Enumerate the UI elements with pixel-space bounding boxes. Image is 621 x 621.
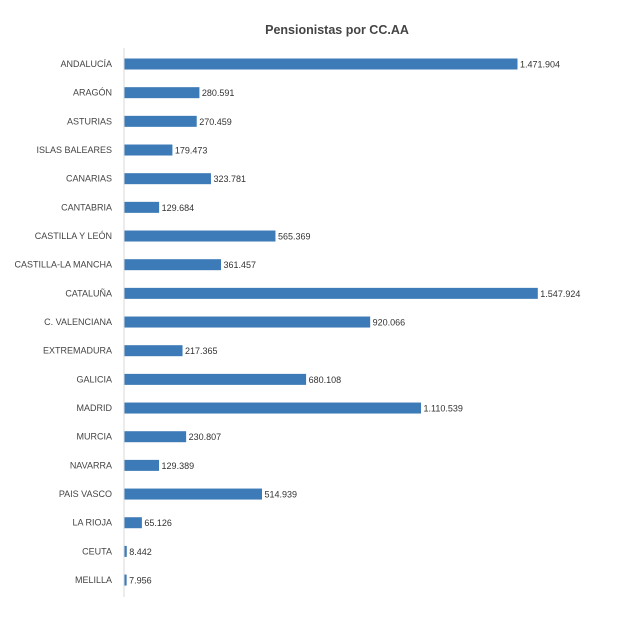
bar bbox=[124, 173, 211, 185]
data-label: 280.591 bbox=[202, 88, 235, 98]
category-label: MADRID bbox=[77, 403, 113, 413]
category-label: NAVARRA bbox=[70, 460, 112, 470]
bar bbox=[124, 545, 127, 557]
category-label: PAIS VASCO bbox=[59, 489, 112, 499]
data-label: 514.939 bbox=[264, 490, 297, 500]
data-label: 7.956 bbox=[129, 576, 152, 586]
data-label: 129.389 bbox=[162, 461, 195, 471]
data-label: 65.126 bbox=[144, 518, 172, 528]
data-label: 361.457 bbox=[224, 260, 257, 270]
data-label: 270.459 bbox=[199, 117, 232, 127]
data-label: 323.781 bbox=[213, 174, 246, 184]
bar bbox=[124, 373, 307, 385]
data-label: 179.473 bbox=[175, 146, 208, 156]
bar bbox=[124, 259, 222, 271]
bar bbox=[124, 402, 422, 414]
category-label: LA RIOJA bbox=[72, 518, 112, 528]
bar bbox=[124, 345, 183, 357]
category-label: CANARIAS bbox=[66, 174, 112, 184]
category-label: EXTREMADURA bbox=[43, 346, 112, 356]
bar bbox=[124, 58, 518, 70]
bar bbox=[124, 115, 197, 127]
category-label: CANTABRIA bbox=[61, 202, 112, 212]
data-label: 920.066 bbox=[373, 318, 406, 328]
data-label: 129.684 bbox=[162, 203, 195, 213]
data-label: 217.365 bbox=[185, 346, 218, 356]
category-label: CASTILLA-LA MANCHA bbox=[14, 260, 112, 270]
category-label: C. VALENCIANA bbox=[44, 317, 112, 327]
bar bbox=[124, 87, 200, 99]
data-label: 680.108 bbox=[309, 375, 342, 385]
bar bbox=[124, 230, 276, 242]
bar bbox=[124, 459, 160, 471]
category-label: GALICIA bbox=[76, 374, 112, 384]
data-label: 8.442 bbox=[129, 547, 152, 557]
bar bbox=[124, 431, 187, 443]
data-label: 1.547.924 bbox=[540, 289, 580, 299]
category-label: MELILLA bbox=[75, 575, 112, 585]
category-label: ARAGÓN bbox=[73, 88, 112, 98]
category-label: ANDALUCÍA bbox=[60, 59, 112, 69]
category-label: ISLAS BALEARES bbox=[36, 145, 112, 155]
category-label: CATALUÑA bbox=[65, 288, 112, 298]
chart-title: Pensionistas por CC.AA bbox=[265, 23, 409, 37]
data-label: 1.110.539 bbox=[424, 404, 463, 414]
category-label: ASTURIAS bbox=[67, 116, 112, 126]
data-label: 1.471.904 bbox=[520, 60, 560, 70]
bar bbox=[124, 287, 538, 299]
category-label: CEUTA bbox=[82, 546, 112, 556]
bar bbox=[124, 144, 173, 156]
bar bbox=[124, 517, 142, 529]
category-label: CASTILLA Y LEÓN bbox=[35, 231, 112, 241]
category-label: MURCIA bbox=[77, 432, 113, 442]
data-label: 230.807 bbox=[189, 432, 222, 442]
bar bbox=[124, 201, 160, 213]
bar bbox=[124, 316, 371, 328]
bar bbox=[124, 488, 262, 500]
data-label: 565.369 bbox=[278, 232, 311, 242]
bar bbox=[124, 574, 127, 586]
